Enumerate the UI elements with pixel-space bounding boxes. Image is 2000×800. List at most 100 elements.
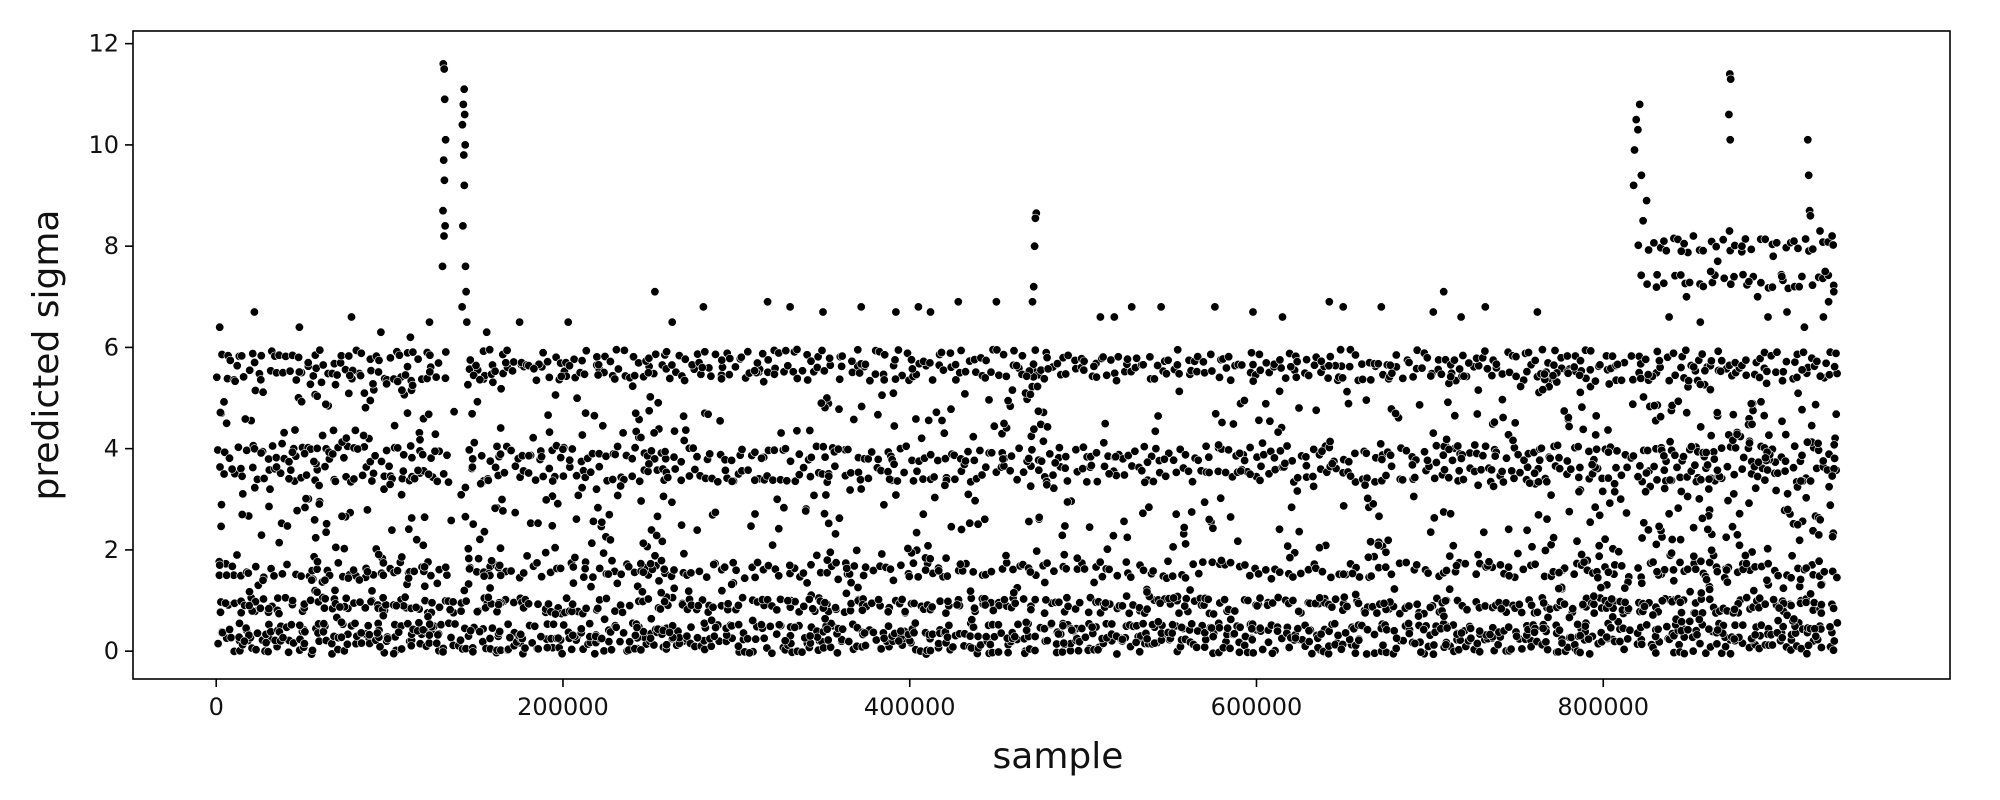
- data-point: [318, 430, 328, 440]
- data-point: [1562, 456, 1572, 466]
- data-point: [1472, 638, 1482, 648]
- data-point: [1007, 385, 1017, 395]
- data-point: [356, 348, 366, 358]
- data-point: [1192, 367, 1202, 377]
- data-point: [1830, 453, 1840, 463]
- data-point: [1633, 125, 1643, 135]
- data-point: [720, 465, 730, 475]
- data-point: [1410, 472, 1420, 482]
- data-point: [980, 600, 990, 610]
- data-point: [638, 538, 648, 548]
- data-point: [460, 482, 470, 492]
- data-point: [1071, 445, 1081, 455]
- data-point: [1112, 376, 1122, 386]
- data-point: [1273, 427, 1283, 437]
- data-point: [1600, 534, 1610, 544]
- data-point: [553, 633, 563, 643]
- data-point: [1589, 591, 1599, 601]
- data-point: [705, 449, 715, 459]
- data-point: [1216, 555, 1226, 565]
- data-point: [550, 543, 560, 553]
- data-point: [1622, 462, 1632, 472]
- data-point: [502, 345, 512, 355]
- data-point: [980, 373, 990, 383]
- data-point: [1824, 297, 1834, 307]
- data-point: [284, 457, 294, 467]
- data-point: [1801, 234, 1811, 244]
- data-point: [720, 562, 730, 572]
- data-point: [530, 621, 540, 631]
- data-point: [321, 399, 331, 409]
- data-point: [1740, 550, 1750, 560]
- data-point: [1363, 493, 1373, 503]
- data-point: [1117, 634, 1127, 644]
- data-point: [1814, 556, 1824, 566]
- data-point: [1226, 375, 1236, 385]
- data-point: [1034, 512, 1044, 522]
- data-point: [912, 528, 922, 538]
- data-point: [556, 563, 566, 573]
- data-point: [543, 410, 553, 420]
- data-point: [1001, 371, 1011, 381]
- data-point: [1487, 465, 1497, 475]
- data-point: [1584, 634, 1594, 644]
- data-point: [1019, 594, 1029, 604]
- data-point: [1346, 471, 1356, 481]
- data-point: [763, 561, 773, 571]
- data-point: [237, 509, 247, 519]
- data-point: [1080, 632, 1090, 642]
- data-point: [1706, 431, 1716, 441]
- data-point: [1387, 461, 1397, 471]
- data-point: [269, 571, 279, 581]
- data-point: [727, 579, 737, 589]
- data-point: [532, 558, 542, 568]
- data-point: [1546, 490, 1556, 500]
- data-point: [311, 533, 321, 543]
- data-point: [610, 374, 620, 384]
- data-point: [259, 473, 269, 483]
- data-point: [1351, 589, 1361, 599]
- data-point: [903, 543, 913, 553]
- data-point: [1382, 625, 1392, 635]
- data-point: [1142, 634, 1152, 644]
- data-point: [1741, 355, 1751, 365]
- data-point: [865, 376, 875, 386]
- data-point: [1378, 640, 1388, 650]
- data-point: [1803, 135, 1813, 145]
- data-point: [1683, 625, 1693, 635]
- data-point: [1119, 516, 1129, 526]
- data-point: [1585, 517, 1595, 527]
- data-point: [821, 490, 831, 500]
- data-point: [1718, 235, 1728, 245]
- data-point: [952, 600, 962, 610]
- data-point: [1248, 360, 1258, 370]
- data-point: [1789, 463, 1799, 473]
- data-point: [1452, 561, 1462, 571]
- data-point: [907, 364, 917, 374]
- data-point: [394, 627, 404, 637]
- data-point: [306, 595, 316, 605]
- data-point: [1039, 624, 1049, 634]
- data-point: [1526, 642, 1536, 652]
- data-point: [1245, 469, 1255, 479]
- data-point: [1797, 405, 1807, 415]
- data-point: [1106, 355, 1116, 365]
- data-point: [794, 449, 804, 459]
- data-point: [825, 547, 835, 557]
- data-point: [925, 358, 935, 368]
- data-point: [1717, 356, 1727, 366]
- data-point: [1324, 297, 1334, 307]
- data-point: [943, 596, 953, 606]
- data-point: [593, 503, 603, 513]
- data-point: [459, 84, 469, 94]
- data-point: [1713, 346, 1723, 356]
- data-point: [1104, 469, 1114, 479]
- data-point: [748, 615, 758, 625]
- data-point: [414, 618, 424, 628]
- data-point: [1575, 370, 1585, 380]
- data-point: [1763, 544, 1773, 554]
- data-point: [765, 621, 775, 631]
- data-point: [664, 627, 674, 637]
- data-point: [464, 564, 474, 574]
- data-point: [1799, 322, 1809, 332]
